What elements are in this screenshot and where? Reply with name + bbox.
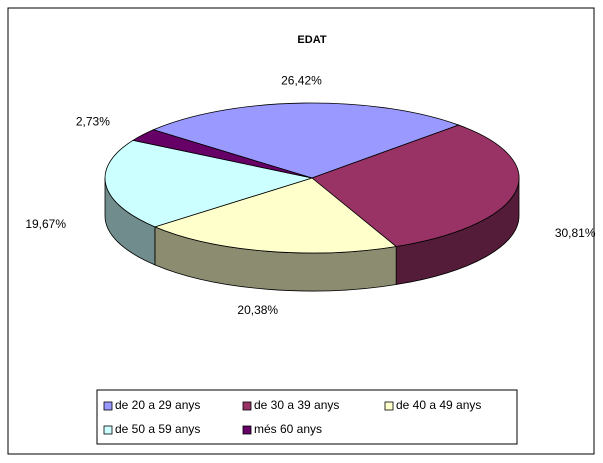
legend-swatch [103,425,113,435]
legend-swatch [103,401,113,411]
legend-label: de 50 a 59 anys [115,422,200,436]
data-label: 30,81% [555,226,596,240]
legend-label: de 20 a 29 anys [115,398,200,412]
chart-title: EDAT [297,34,326,46]
slice [152,102,460,179]
legend-swatch [242,425,252,435]
data-label: 2,73% [76,114,110,128]
slice [311,124,520,247]
slice [104,139,314,228]
data-label: 26,42% [281,73,322,87]
data-label: 19,67% [25,217,66,231]
legend-swatch [242,401,252,411]
legend-box [96,389,518,445]
legend-swatch [384,401,394,411]
data-label: 20,38% [237,303,278,317]
legend: de 20 a 29 anys de 30 a 39 anys de 40 a 49… [96,389,518,445]
legend-label: més 60 anys [254,422,322,436]
legend-label: de 40 a 49 anys [396,398,481,412]
slice [153,177,398,254]
pie-tops [104,102,520,254]
slice [131,129,313,179]
legend-label: de 30 a 39 anys [254,398,339,412]
